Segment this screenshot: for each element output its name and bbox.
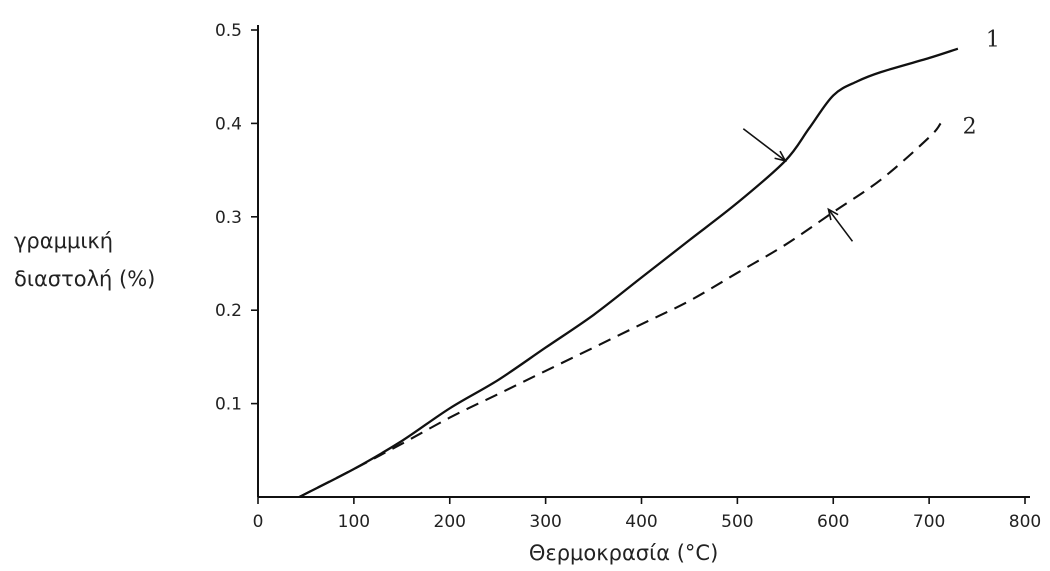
series-line-2 xyxy=(298,122,942,498)
x-tick-label: 600 xyxy=(817,512,849,532)
y-tick-label: 0.3 xyxy=(215,208,242,228)
x-tick-label: 200 xyxy=(434,512,466,532)
y-tick-label: 0.4 xyxy=(215,114,242,134)
annotation-arrow-series-2 xyxy=(827,208,854,242)
series-lines: 12 xyxy=(298,28,1000,499)
annotation-arrowhead xyxy=(827,207,839,221)
x-tick-label: 0 xyxy=(253,512,264,532)
x-tick-label: 400 xyxy=(625,512,657,532)
axes xyxy=(257,25,1030,498)
annotations xyxy=(742,128,854,242)
y-axis-title-line-1: γραμμική xyxy=(14,229,113,253)
y-tick-label: 0.2 xyxy=(215,301,242,321)
x-tick-label: 800 xyxy=(1009,512,1041,532)
x-axis-title: Θερμοκρασία (°C) xyxy=(529,541,718,565)
y-axis-title-line-2: διαστολή (%) xyxy=(14,267,155,291)
x-axis-ticks: 0 100 200 300 400 500 600 700 800 xyxy=(253,497,1041,532)
x-tick-label: 700 xyxy=(913,512,945,532)
series-label-2: 2 xyxy=(963,114,977,139)
annotation-arrow-series-1 xyxy=(742,128,786,162)
annotation-arrowhead xyxy=(774,150,787,162)
x-tick-label: 100 xyxy=(338,512,370,532)
y-tick-label: 0.1 xyxy=(215,395,242,415)
series-line-1 xyxy=(298,47,959,499)
series-label-1: 1 xyxy=(986,28,1000,53)
y-tick-label: 0.5 xyxy=(215,21,242,41)
y-axis-ticks: 0.1 0.2 0.3 0.4 0.5 xyxy=(215,21,258,415)
x-tick-label: 500 xyxy=(721,512,753,532)
x-tick-label: 300 xyxy=(529,512,561,532)
